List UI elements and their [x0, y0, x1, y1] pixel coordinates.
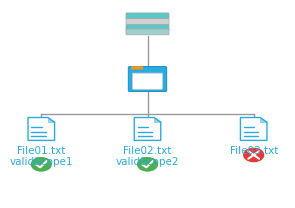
- Text: File01.txt
validScope1: File01.txt validScope1: [9, 146, 73, 167]
- FancyBboxPatch shape: [126, 29, 169, 35]
- Circle shape: [136, 156, 159, 172]
- Polygon shape: [28, 118, 55, 140]
- Text: File02.txt
validScope2: File02.txt validScope2: [116, 146, 179, 167]
- Polygon shape: [134, 118, 161, 140]
- Polygon shape: [240, 118, 267, 140]
- FancyBboxPatch shape: [126, 13, 169, 19]
- Polygon shape: [48, 118, 55, 122]
- FancyBboxPatch shape: [126, 25, 169, 31]
- Circle shape: [30, 156, 53, 172]
- Polygon shape: [154, 118, 161, 122]
- Polygon shape: [260, 118, 267, 122]
- FancyBboxPatch shape: [126, 19, 169, 25]
- FancyBboxPatch shape: [132, 73, 163, 89]
- FancyBboxPatch shape: [131, 66, 143, 69]
- Circle shape: [242, 147, 265, 163]
- FancyBboxPatch shape: [128, 67, 167, 92]
- Text: File03.txt: File03.txt: [230, 146, 278, 156]
